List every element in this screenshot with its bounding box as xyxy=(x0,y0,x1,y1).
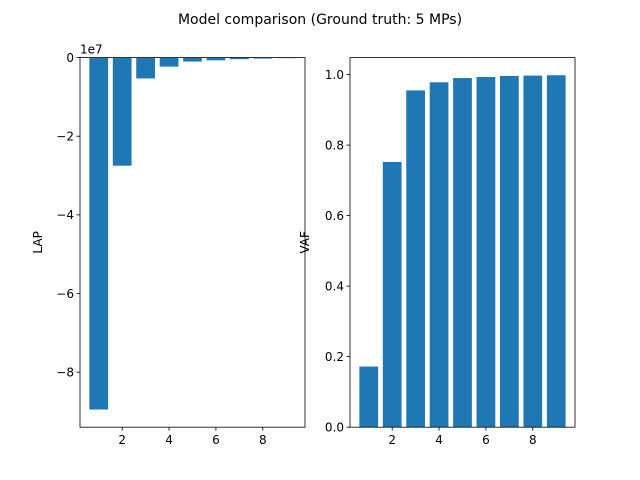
bar-6 xyxy=(206,57,226,61)
y-tick-label: −6 xyxy=(56,287,74,301)
bar-2 xyxy=(382,161,402,428)
y-tick-label: 0.2 xyxy=(325,350,344,364)
y-tick-label: 0.6 xyxy=(325,209,344,223)
x-tick-label: 2 xyxy=(118,433,126,447)
x-tick-label: 2 xyxy=(388,433,396,447)
bar-7 xyxy=(230,57,249,60)
x-tick-label: 6 xyxy=(212,433,220,447)
y-tick-label: 0 xyxy=(66,51,74,65)
bar-5 xyxy=(183,57,202,62)
y-tick-label: −8 xyxy=(56,365,74,379)
y-axis-label: LAP xyxy=(31,231,45,253)
bar-2 xyxy=(112,57,132,166)
x-tick-label: 8 xyxy=(529,433,537,447)
bar-5 xyxy=(453,78,472,428)
bar-8 xyxy=(253,57,273,59)
y-tick-label: 0.8 xyxy=(325,138,344,152)
bar-6 xyxy=(476,76,496,428)
axes-frame xyxy=(349,57,576,428)
y-tick-label: −2 xyxy=(56,130,74,144)
lap-bar-chart: 2 4 6 8 −8 −6 −4 −2 0 LAP 1e7 xyxy=(31,43,306,447)
bar-4 xyxy=(429,82,449,428)
bar-1 xyxy=(89,57,109,410)
bar-8 xyxy=(523,75,543,428)
y-axis-label: VAF xyxy=(298,231,312,254)
y-offset-label: 1e7 xyxy=(80,43,103,57)
bar-7 xyxy=(500,75,519,428)
x-tick-label: 4 xyxy=(165,433,173,447)
axes-frame xyxy=(79,57,306,428)
y-tick-label: 0.0 xyxy=(325,421,344,435)
figure-title: Model comparison (Ground truth: 5 MPs) xyxy=(178,12,462,28)
x-tick-label: 8 xyxy=(259,433,267,447)
vaf-bar-chart: 2 4 6 8 0.0 0.2 0.4 0.6 0.8 1.0 VAF xyxy=(298,57,576,447)
bar-9 xyxy=(546,75,566,428)
bar-3 xyxy=(406,90,425,428)
y-tick-label: −4 xyxy=(56,208,74,222)
y-tick-label: 0.4 xyxy=(325,279,344,293)
bar-4 xyxy=(159,57,179,67)
y-tick-label: 1.0 xyxy=(325,68,344,82)
x-tick-label: 6 xyxy=(482,433,490,447)
bar-3 xyxy=(136,57,155,79)
bar-1 xyxy=(359,366,379,428)
x-tick-label: 4 xyxy=(435,433,443,447)
